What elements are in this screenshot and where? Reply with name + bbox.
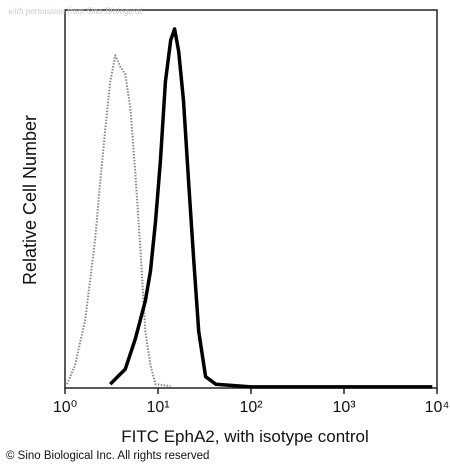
x-tick-label: 10⁰: [53, 399, 77, 416]
watermark: with permission from Sino Biological: [8, 6, 143, 16]
histogram-line: [66, 54, 171, 388]
x-axis-label: FITC EphA2, with isotype control: [121, 427, 369, 446]
histogram-line: [108, 27, 433, 389]
x-tick-label: 10¹: [146, 399, 169, 416]
x-tick-label: 10²: [239, 399, 263, 416]
y-axis-label: Relative Cell Number: [20, 115, 40, 285]
x-tick-label: 10⁴: [425, 399, 450, 416]
x-tick-label: 10³: [332, 399, 356, 416]
footer: © Sino Biological Inc. All rights reserv…: [6, 450, 209, 462]
